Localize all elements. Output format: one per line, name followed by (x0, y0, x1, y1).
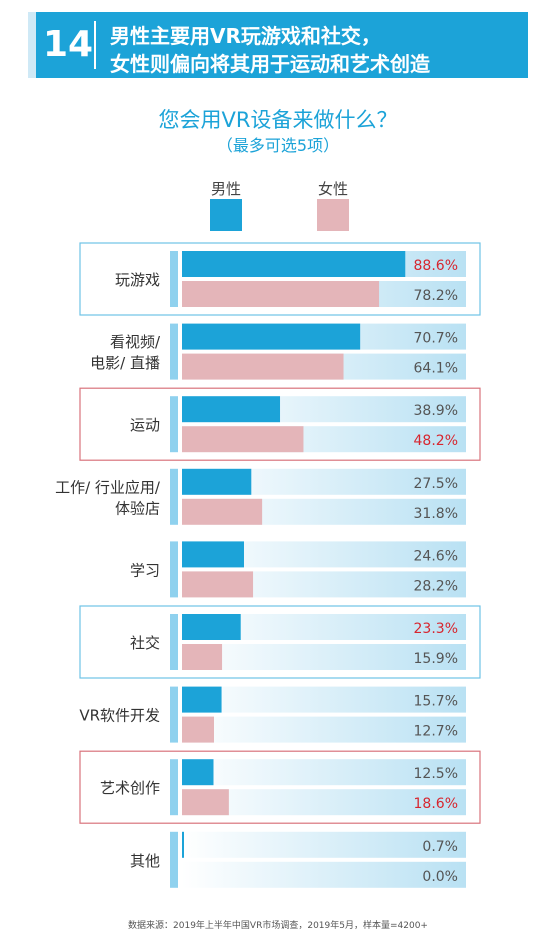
category-label-2: 运动 (130, 416, 160, 434)
bar-male-0 (182, 251, 406, 277)
bar-male-7 (182, 759, 214, 786)
bar-male-5 (182, 614, 241, 640)
category-label-3-line0: 工作/ 行业应用/ (55, 478, 161, 496)
highlight-box-5 (79, 605, 481, 679)
track-male-6 (182, 686, 466, 713)
bar-female-0 (182, 281, 380, 307)
legend-label-male: 男性 (210, 180, 241, 198)
category-marker-8 (170, 831, 178, 888)
bar-female-1 (182, 353, 344, 380)
bar-female-6 (182, 716, 215, 743)
value-label-male-8: 0.7% (422, 839, 458, 855)
data-source-footnote: 数据来源：2019年上半年中国VR市场调查，2019年5月，样本量=4200+ (128, 921, 428, 931)
bar-male-2 (182, 396, 281, 423)
category-label-7: 艺术创作 (100, 779, 160, 797)
value-label-female-2: 48.2% (414, 433, 458, 449)
value-label-male-6: 15.7% (414, 694, 458, 710)
track-female-7 (182, 789, 466, 816)
track-female-6 (182, 716, 466, 743)
chart-title: 您会用VR设备来做什么？ (158, 108, 398, 132)
value-label-female-8: 0.0% (422, 869, 458, 885)
bar-female-5 (182, 644, 223, 670)
bar-male-8 (182, 831, 184, 858)
value-label-male-0: 88.6% (414, 258, 458, 274)
legend-label-female: 女性 (317, 180, 348, 198)
category-marker-2 (170, 396, 178, 453)
section-number: 14 (42, 21, 96, 69)
value-label-female-5: 15.9% (414, 651, 458, 667)
category-marker-4 (170, 541, 178, 598)
bar-female-7 (182, 789, 229, 816)
value-label-male-2: 38.9% (414, 403, 458, 419)
bar-male-4 (182, 541, 244, 568)
value-label-female-0: 78.2% (414, 288, 458, 304)
value-label-female-3: 31.8% (414, 506, 458, 522)
track-male-7 (182, 759, 466, 786)
category-label-1-line1: 电影/ 直播 (90, 354, 160, 372)
value-label-female-6: 12.7% (414, 724, 458, 740)
header-title-line1: 男性主要用VR玩游戏和社交， (110, 24, 381, 48)
bar-female-3 (182, 498, 263, 525)
category-marker-0 (170, 251, 178, 307)
category-label-0: 玩游戏 (115, 271, 160, 289)
value-label-male-3: 27.5% (414, 476, 458, 492)
track-female-5 (182, 644, 466, 670)
category-marker-3 (170, 468, 178, 525)
header-accent-bar (28, 12, 36, 78)
value-label-female-1: 64.1% (414, 361, 458, 377)
track-male-8 (182, 831, 466, 858)
value-label-male-7: 12.5% (414, 766, 458, 782)
bar-female-2 (182, 426, 304, 453)
value-label-male-1: 70.7% (414, 331, 458, 347)
highlight-box-2 (79, 387, 481, 461)
category-label-4: 学习 (130, 561, 160, 579)
bar-male-1 (182, 323, 361, 350)
legend-swatch-female (317, 199, 349, 231)
legend-swatch-male (210, 199, 242, 231)
highlight-box-7 (79, 750, 481, 824)
category-label-1-line0: 看视频/ (110, 333, 161, 351)
value-label-female-4: 28.2% (414, 578, 458, 594)
category-marker-1 (170, 323, 178, 380)
category-label-8: 其他 (130, 852, 160, 870)
value-label-female-7: 18.6% (414, 796, 458, 812)
header-banner: 14 男性主要用VR玩游戏和社交， 女性则偏向将其用于运动和艺术创造 (28, 12, 528, 78)
chart-subtitle: （最多可选5项） (216, 136, 340, 155)
bar-male-3 (182, 468, 252, 495)
value-label-male-5: 23.3% (414, 621, 458, 637)
category-label-6: VR软件开发 (79, 707, 160, 725)
header-title-line2: 女性则偏向将其用于运动和艺术创造 (110, 52, 430, 76)
track-female-8 (182, 861, 466, 888)
highlight-box-0 (79, 242, 481, 316)
category-marker-7 (170, 759, 178, 816)
bar-male-6 (182, 686, 222, 713)
category-label-3-line1: 体验店 (115, 499, 160, 517)
bar-female-4 (182, 571, 254, 598)
category-marker-5 (170, 614, 178, 670)
category-label-5: 社交 (130, 634, 160, 652)
category-marker-6 (170, 686, 178, 743)
value-label-male-4: 24.6% (414, 548, 458, 564)
